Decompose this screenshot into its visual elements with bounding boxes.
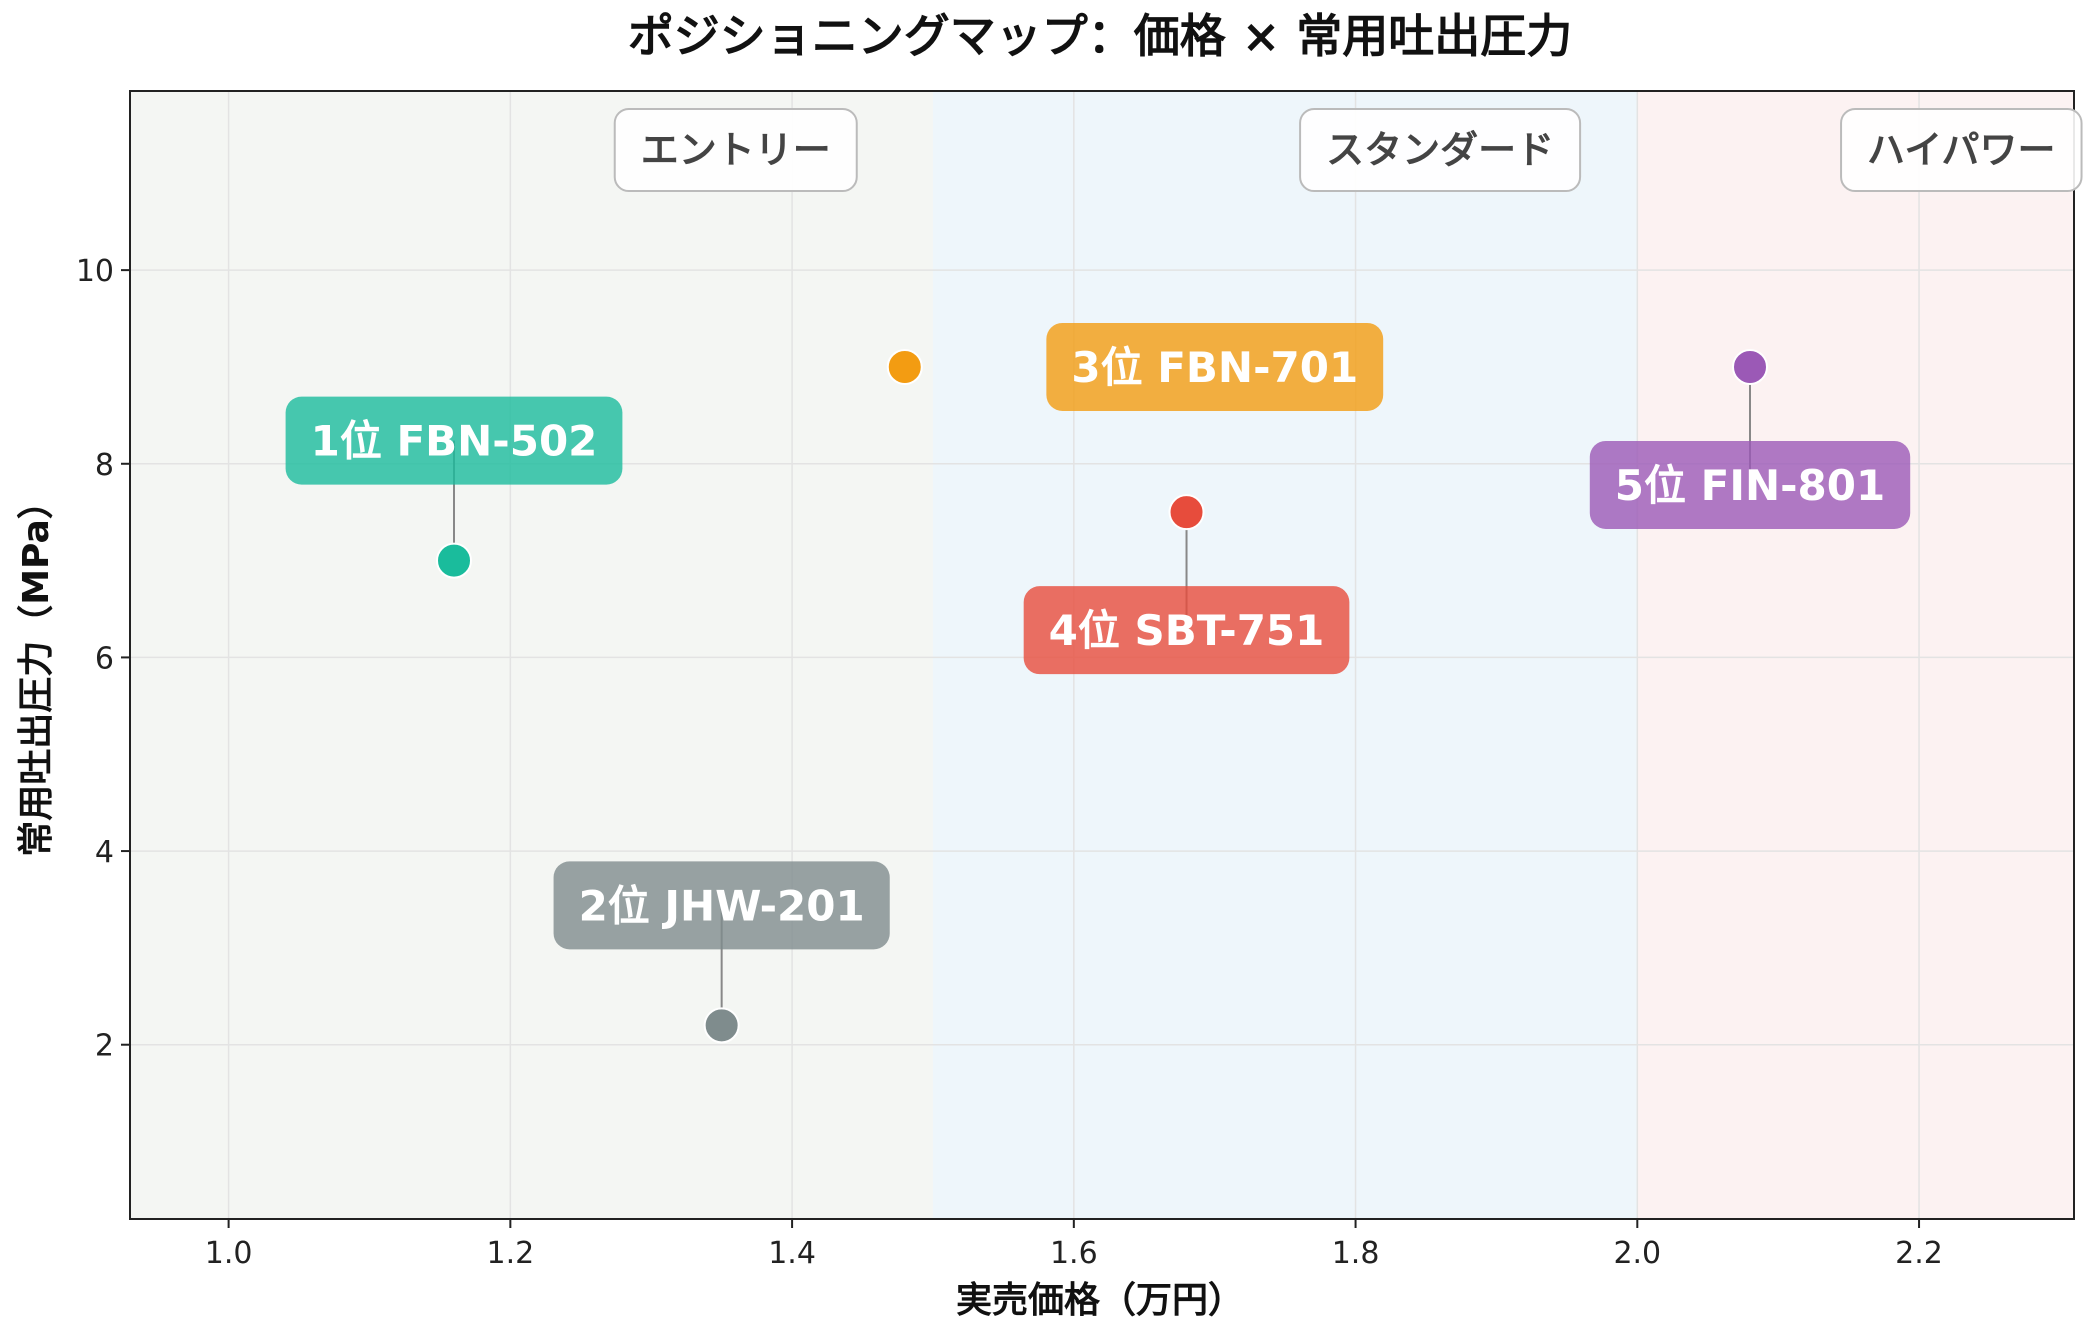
point-label-box [285,396,623,485]
point-label-box [1046,322,1384,411]
data-point [886,348,923,385]
region-label-text: ハイパワー [1867,128,2055,172]
region-label-box [613,108,858,192]
data-point [1732,348,1768,385]
y-tick-label: 4 [95,835,114,870]
point-label: 5位 FIN-801 [1615,461,1885,510]
data-point-group: 3位 FBN-701 [886,322,1384,411]
x-axis-label: 実売価格（万円） [956,1280,1244,1321]
data-point-group: 2位 JHW-201 [553,861,890,1044]
region-label-box [1299,108,1582,192]
x-tick-label: 1.2 [486,1236,534,1271]
data-point [436,542,472,579]
y-tick-label: 10 [76,254,114,289]
region-label: スタンダード [1299,108,1582,192]
point-label-box [553,861,890,950]
x-tick-label: 1.8 [1332,1236,1380,1271]
region-labels: エントリー スタンダード ハイパワー [613,108,2083,192]
data-point [1168,494,1205,531]
point-label: 1位 FBN-502 [311,417,598,466]
region-band [130,91,933,1219]
point-label: 3位 FBN-701 [1071,343,1358,392]
y-tick-label: 8 [95,448,114,483]
data-point-group: 4位 SBT-751 [1023,494,1350,675]
region-band [1637,91,2074,1219]
point-label: 2位 JHW-201 [579,881,865,930]
region-label-box [1840,108,2083,192]
y-axis-label: 常用吐出圧力（MPa） [16,483,57,857]
point-label-box [1023,586,1350,675]
region-label-text: スタンダード [1326,128,1554,172]
region-label: ハイパワー [1840,108,2083,192]
plot-frame [129,90,2075,1220]
y-tick-label: 2 [95,1029,114,1064]
region-label-text: エントリー [641,128,831,172]
point-label-box [1589,440,1911,529]
region-label: エントリー [613,108,858,192]
data-point-group: 1位 FBN-502 [285,396,623,579]
y-axis-ticks: 2 4 6 8 10 [76,254,130,1064]
x-tick-label: 1.4 [768,1236,816,1271]
data-point-group: 5位 FIN-801 [1589,348,1911,529]
data-point [703,1007,740,1044]
x-tick-label: 2.0 [1613,1236,1661,1271]
y-tick-label: 6 [95,641,114,676]
x-tick-label: 1.0 [205,1236,253,1271]
x-tick-label: 2.2 [1895,1236,1943,1271]
x-tick-label: 1.6 [1050,1236,1098,1271]
point-label: 4位 SBT-751 [1049,606,1325,655]
data-points: 1位 FBN-502 2位 JHW-201 3位 FBN-701 4位 SBT-751… [285,322,1911,1044]
x-axis-ticks: 1.0 1.2 1.4 1.6 1.8 2.0 2.2 [205,1219,1943,1271]
chart-title: ポジショニングマップ：価格 × 常用吐出圧力 [628,9,1573,63]
